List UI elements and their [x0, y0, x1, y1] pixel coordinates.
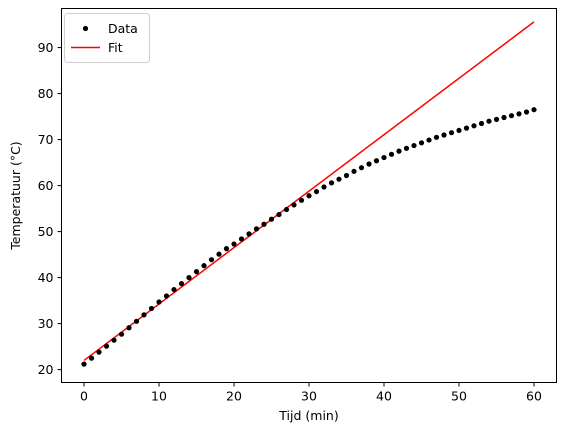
- data-point: [516, 111, 522, 117]
- data-point: [448, 130, 455, 136]
- data-point: [403, 145, 410, 151]
- y-tick-label: 50: [38, 224, 54, 239]
- data-point: [163, 293, 170, 299]
- data-point: [343, 172, 350, 179]
- data-point: [501, 114, 507, 121]
- data-point: [186, 275, 192, 281]
- x-tick-label: 40: [376, 389, 392, 404]
- data-point: [171, 286, 177, 293]
- data-point: [358, 165, 365, 171]
- x-tick-label: 10: [151, 389, 167, 404]
- data-point: [471, 123, 477, 129]
- data-point: [306, 193, 312, 199]
- data-point: [231, 241, 237, 247]
- x-tick-label: 50: [451, 389, 467, 404]
- legend-data-marker: [82, 25, 89, 32]
- data-point: [523, 109, 530, 115]
- y-tick-label: 70: [38, 132, 54, 147]
- y-axis: 20 30 40 50 60 70 80 90: [38, 40, 62, 377]
- data-point: [88, 355, 95, 361]
- data-point: [268, 216, 275, 222]
- data-point: [201, 263, 207, 269]
- y-tick-label: 30: [38, 316, 54, 331]
- data-point: [223, 246, 230, 252]
- data-point: [156, 299, 162, 305]
- data-point: [336, 176, 342, 182]
- legend: Data Fit: [64, 13, 150, 63]
- data-point: [238, 236, 245, 242]
- legend-box: [64, 13, 150, 63]
- data-point: [208, 257, 215, 263]
- data-point: [111, 337, 117, 343]
- y-tick-label: 40: [38, 270, 54, 285]
- x-axis: 0 10 20 30 40 50 60: [80, 382, 542, 404]
- y-axis-title: Temperatuur (°C): [8, 141, 23, 250]
- data-point: [411, 142, 417, 149]
- data-point: [463, 125, 470, 131]
- data-point: [81, 361, 87, 367]
- data-point: [493, 116, 500, 122]
- data-point: [178, 280, 185, 287]
- y-tick-label: 60: [38, 178, 54, 193]
- x-tick-label: 0: [80, 389, 88, 404]
- data-point: [261, 221, 267, 227]
- data-point: [321, 184, 327, 190]
- data-point: [313, 188, 320, 195]
- data-point: [291, 202, 297, 208]
- data-point: [396, 148, 402, 154]
- data-point: [148, 305, 155, 312]
- data-point: [276, 211, 282, 218]
- data-point: [426, 137, 432, 143]
- data-point: [298, 197, 305, 203]
- y-tick-label: 90: [38, 40, 54, 55]
- data-point: [141, 312, 147, 318]
- data-point: [388, 151, 395, 157]
- data-point: [418, 140, 425, 146]
- data-point: [253, 226, 260, 232]
- data-point: [441, 132, 447, 138]
- data-point: [103, 343, 110, 349]
- x-tick-label: 60: [526, 389, 542, 404]
- data-point: [216, 251, 222, 257]
- x-tick-label: 20: [226, 389, 242, 404]
- data-point: [433, 134, 440, 140]
- data-point: [193, 269, 200, 275]
- data-point: [351, 168, 357, 174]
- y-tick-label: 80: [38, 86, 54, 101]
- data-point: [126, 325, 132, 331]
- y-tick-label: 20: [38, 362, 54, 377]
- data-point: [283, 206, 290, 213]
- data-point: [478, 120, 485, 127]
- x-axis-title: Tijd (min): [278, 408, 338, 423]
- data-point: [486, 118, 492, 124]
- x-tick-label: 30: [301, 389, 317, 404]
- data-point: [96, 349, 102, 355]
- legend-label-data: Data: [108, 21, 138, 36]
- data-point: [373, 158, 380, 164]
- data-point: [366, 161, 372, 167]
- legend-label-fit: Fit: [108, 40, 123, 55]
- chart-marks: [81, 21, 537, 367]
- data-point: [246, 231, 252, 237]
- data-point: [133, 318, 140, 324]
- data-point: [328, 180, 335, 186]
- data-point: [531, 107, 537, 113]
- data-point: [381, 154, 387, 161]
- plot-area: [61, 8, 557, 383]
- data-point: [508, 113, 515, 119]
- data-point: [118, 331, 125, 337]
- data-point: [456, 127, 462, 134]
